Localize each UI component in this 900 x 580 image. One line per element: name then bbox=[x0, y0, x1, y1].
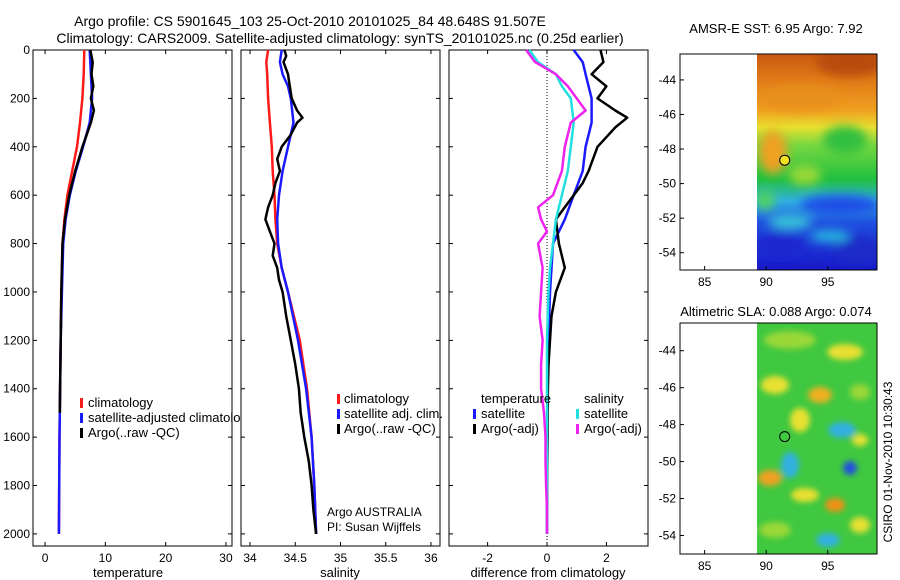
salinity-legend: climatology satellite adj. clim. Argo(..… bbox=[337, 391, 443, 436]
x-tick-label: 34 bbox=[243, 551, 257, 565]
x-tick-label: 36 bbox=[424, 551, 438, 565]
legend-swatch-climatology bbox=[80, 398, 83, 408]
legend-swatch-climatology bbox=[337, 394, 340, 404]
map-x-tick-label: 95 bbox=[821, 275, 835, 289]
series-salinity-satellite-line bbox=[528, 49, 575, 534]
panel-difference: -2 0 2 difference from climatology tempera… bbox=[448, 49, 649, 580]
difference-axes-frame bbox=[448, 49, 649, 547]
legend-header-salinity: salinity bbox=[584, 391, 624, 406]
sst-map-title: AMSR-E SST: 6.95 Argo: 7.92 bbox=[689, 21, 862, 36]
header-title: Argo profile: CS 5901645_103 25-Oct-2010… bbox=[74, 13, 546, 29]
y-tick-label: 800 bbox=[10, 237, 30, 251]
legend-header-temperature: temperature bbox=[481, 391, 551, 406]
map-y-tick-label: -54 bbox=[659, 246, 677, 260]
legend-swatch-satellite bbox=[337, 409, 340, 419]
y-tick-label: 400 bbox=[10, 140, 30, 154]
float-position-marker bbox=[779, 431, 791, 443]
series-salinity-argo-adj-line bbox=[525, 49, 587, 534]
float-owner-annotation: Argo AUSTRALIA bbox=[327, 505, 422, 519]
legend-label-satellite: satellite adj. clim. bbox=[344, 406, 443, 421]
x-tick-label: 10 bbox=[99, 551, 113, 565]
map-y-tick-label: -44 bbox=[659, 73, 677, 87]
map-x-tick-label: 90 bbox=[760, 559, 774, 573]
float-pi-annotation: PI: Susan Wijffels bbox=[327, 520, 421, 534]
legend-swatch-temp-argo bbox=[473, 424, 476, 434]
sla-map-frame bbox=[679, 322, 878, 555]
series-argo-raw-qc-line bbox=[264, 49, 318, 535]
map-sla: Altimetric SLA: 0.088 Argo: 0.074 bbox=[659, 304, 878, 573]
x-tick-label: 34.5 bbox=[284, 551, 308, 565]
legend-label-climatology: climatology bbox=[88, 395, 154, 410]
map-y-tick-label: -52 bbox=[659, 211, 677, 225]
temperature-xlabel: temperature bbox=[93, 565, 163, 580]
x-tick-label: 35.5 bbox=[374, 551, 398, 565]
series-temperature-argo-adj-line bbox=[545, 49, 629, 534]
x-tick-label: 30 bbox=[219, 551, 233, 565]
difference-legend: temperature salinity satellite Argo(-adj… bbox=[473, 391, 642, 436]
map-y-tick-label: -50 bbox=[659, 455, 677, 469]
legend-label-sal-satellite: satellite bbox=[584, 406, 628, 421]
sla-field bbox=[757, 323, 877, 554]
y-tick-label: 600 bbox=[10, 188, 30, 202]
y-tick-label: 2000 bbox=[3, 527, 30, 541]
temperature-axes-frame bbox=[32, 49, 233, 547]
map-y-tick-label: -50 bbox=[659, 177, 677, 191]
salinity-xlabel: salinity bbox=[320, 565, 360, 580]
temperature-legend: climatology satellite-adjusted climatolo… bbox=[80, 395, 240, 440]
y-tick-label: 1000 bbox=[3, 285, 30, 299]
difference-xlabel: difference from climatology bbox=[470, 565, 626, 580]
x-tick-label: -2 bbox=[482, 551, 493, 565]
map-sst: AMSR-E SST: 6.95 Argo: 7.92 -44 -46 -48 -50… bbox=[659, 21, 878, 289]
x-tick-label: 35 bbox=[334, 551, 348, 565]
legend-label-climatology: climatology bbox=[344, 391, 410, 406]
map-y-tick-label: -48 bbox=[659, 418, 677, 432]
header-subtitle: Climatology: CARS2009. Satellite-adjuste… bbox=[56, 30, 623, 46]
legend-swatch-temp-satellite bbox=[473, 409, 476, 419]
panel-temperature: 0 200 400 600 800 1000 1200 1400 1600 1800 2000 0 10… bbox=[3, 43, 240, 580]
legend-swatch-satellite bbox=[80, 413, 83, 423]
map-y-tick-label: -46 bbox=[659, 107, 677, 121]
x-tick-label: 2 bbox=[603, 551, 610, 565]
x-tick-label: 20 bbox=[159, 551, 173, 565]
map-x-tick-label: 90 bbox=[760, 275, 774, 289]
y-tick-label: 1200 bbox=[3, 333, 30, 347]
series-satellite-adj-clim-line bbox=[275, 49, 318, 534]
legend-label-temp-argo: Argo(-adj) bbox=[481, 421, 539, 436]
x-tick-label: 0 bbox=[544, 551, 551, 565]
map-y-tick-label: -48 bbox=[659, 142, 677, 156]
map-y-tick-label: -52 bbox=[659, 492, 677, 506]
map-x-tick-label: 95 bbox=[821, 559, 835, 573]
sst-field bbox=[757, 54, 877, 270]
sla-map-title: Altimetric SLA: 0.088 Argo: 0.074 bbox=[680, 304, 872, 319]
float-position-marker bbox=[779, 154, 791, 166]
series-argo-raw-qc-line bbox=[58, 49, 96, 413]
legend-label-temp-satellite: satellite bbox=[481, 406, 525, 421]
legend-swatch-argo bbox=[80, 428, 83, 438]
y-tick-label: 1800 bbox=[3, 479, 30, 493]
legend-label-argo: Argo(..raw -QC) bbox=[344, 421, 436, 436]
y-tick-label: 1600 bbox=[3, 430, 30, 444]
legend-swatch-argo bbox=[337, 424, 340, 434]
y-tick-label: 200 bbox=[10, 91, 30, 105]
creator-timestamp: CSIRO 01-Nov-2010 10:30:43 bbox=[881, 381, 895, 542]
legend-label-argo: Argo(..raw -QC) bbox=[88, 425, 180, 440]
map-y-tick-label: -46 bbox=[659, 381, 677, 395]
series-satellite-adjusted-climatology-line bbox=[57, 49, 94, 534]
legend-swatch-sal-argo bbox=[576, 424, 579, 434]
legend-label-sal-argo: Argo(-adj) bbox=[584, 421, 642, 436]
x-tick-label: 0 bbox=[42, 551, 49, 565]
legend-swatch-sal-satellite bbox=[576, 409, 579, 419]
legend-label-satellite: satellite-adjusted climatolo bbox=[88, 410, 240, 425]
panel-salinity: 34 34.5 35 35.5 36 salinity climatology sate… bbox=[240, 49, 443, 580]
map-y-tick-label: -44 bbox=[659, 344, 677, 358]
map-y-tick-label: -54 bbox=[659, 529, 677, 543]
map-x-tick-label: 85 bbox=[698, 275, 712, 289]
series-temperature-satellite-line bbox=[545, 49, 593, 534]
y-tick-label: 1400 bbox=[3, 382, 30, 396]
y-tick-label: 0 bbox=[23, 43, 30, 57]
sst-map-frame bbox=[679, 53, 878, 271]
map-x-tick-label: 85 bbox=[698, 559, 712, 573]
